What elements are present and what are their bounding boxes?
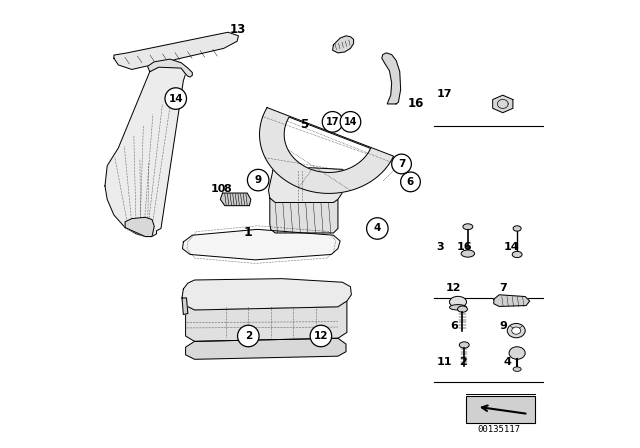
Polygon shape [382, 53, 401, 104]
Text: 16: 16 [457, 242, 472, 252]
Circle shape [248, 169, 269, 191]
Text: 00135117: 00135117 [477, 425, 521, 434]
Text: 13: 13 [230, 22, 246, 36]
Polygon shape [182, 298, 188, 314]
Text: 14: 14 [168, 94, 183, 103]
Text: 12: 12 [445, 283, 461, 293]
Polygon shape [186, 338, 346, 359]
Ellipse shape [458, 306, 467, 312]
Circle shape [165, 88, 186, 109]
Text: 6: 6 [450, 321, 458, 331]
Circle shape [237, 325, 259, 347]
Text: 7: 7 [499, 283, 507, 293]
Polygon shape [270, 198, 338, 233]
Polygon shape [269, 167, 347, 202]
Circle shape [401, 172, 420, 192]
Circle shape [392, 154, 412, 174]
Text: 16: 16 [407, 96, 424, 110]
Polygon shape [494, 295, 530, 306]
Text: 12: 12 [314, 331, 328, 341]
Polygon shape [260, 108, 394, 194]
Text: 17: 17 [436, 89, 452, 99]
Text: 2: 2 [459, 357, 467, 367]
Text: 6: 6 [407, 177, 414, 187]
Circle shape [340, 112, 361, 132]
Ellipse shape [512, 327, 521, 334]
Ellipse shape [509, 347, 525, 359]
Ellipse shape [461, 250, 475, 257]
Text: 4: 4 [504, 357, 511, 367]
Text: 5: 5 [300, 118, 308, 131]
Text: 14: 14 [344, 117, 357, 127]
Polygon shape [114, 32, 239, 69]
Text: 10: 10 [210, 184, 226, 194]
Text: 7: 7 [398, 159, 405, 169]
Polygon shape [148, 59, 192, 77]
Polygon shape [182, 229, 340, 260]
Polygon shape [125, 217, 154, 237]
Text: 17: 17 [326, 117, 339, 127]
Ellipse shape [460, 342, 469, 348]
Text: 4: 4 [374, 224, 381, 233]
Text: 9: 9 [499, 321, 507, 331]
Circle shape [310, 325, 332, 347]
Text: 1: 1 [244, 226, 253, 240]
Polygon shape [182, 279, 351, 310]
Text: 2: 2 [244, 331, 252, 341]
Bar [466, 396, 535, 423]
Text: 3: 3 [436, 242, 444, 252]
Circle shape [323, 112, 343, 132]
Text: 11: 11 [436, 357, 452, 367]
Ellipse shape [513, 226, 521, 231]
Ellipse shape [512, 251, 522, 258]
Ellipse shape [449, 297, 467, 307]
Ellipse shape [449, 305, 467, 310]
Polygon shape [493, 95, 513, 112]
Polygon shape [186, 301, 347, 341]
Circle shape [367, 218, 388, 239]
Text: 8: 8 [224, 184, 232, 194]
Polygon shape [220, 193, 251, 206]
Ellipse shape [463, 224, 473, 229]
Ellipse shape [508, 323, 525, 338]
Polygon shape [333, 36, 353, 53]
Polygon shape [105, 65, 186, 237]
Ellipse shape [513, 367, 521, 371]
Text: 14: 14 [504, 242, 519, 252]
Text: 9: 9 [255, 175, 262, 185]
